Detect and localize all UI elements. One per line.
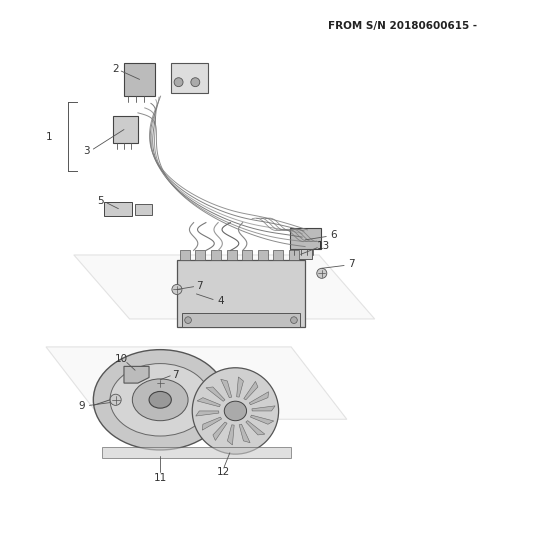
Text: 13: 13 (317, 241, 330, 251)
Ellipse shape (132, 379, 188, 421)
Polygon shape (213, 422, 227, 441)
Text: 9: 9 (79, 402, 86, 412)
Bar (290, 228, 321, 249)
Bar (105, 202, 132, 216)
Polygon shape (244, 381, 258, 400)
Text: 12: 12 (217, 467, 230, 477)
Circle shape (317, 268, 327, 278)
Circle shape (191, 78, 200, 87)
Bar (180, 250, 190, 260)
Circle shape (172, 284, 182, 295)
Polygon shape (46, 347, 347, 419)
Ellipse shape (224, 401, 246, 421)
Text: 2: 2 (113, 64, 119, 74)
Circle shape (110, 394, 121, 405)
Polygon shape (246, 421, 265, 435)
Text: 7: 7 (172, 370, 179, 380)
Polygon shape (74, 255, 375, 319)
Bar (195, 250, 206, 260)
Polygon shape (227, 425, 234, 445)
Bar (273, 250, 283, 260)
Bar (242, 250, 252, 260)
Bar (258, 250, 268, 260)
Text: 10: 10 (115, 354, 128, 364)
Text: 7: 7 (348, 259, 354, 269)
Polygon shape (221, 379, 232, 398)
Text: 7: 7 (196, 281, 203, 291)
Text: FROM S/N 20180600615 -: FROM S/N 20180600615 - (328, 21, 477, 31)
Polygon shape (206, 387, 225, 402)
Polygon shape (239, 424, 250, 443)
Bar (211, 250, 221, 260)
Ellipse shape (149, 391, 171, 408)
Polygon shape (124, 366, 149, 383)
Circle shape (155, 378, 165, 388)
Circle shape (291, 317, 297, 324)
Text: 6: 6 (330, 230, 337, 240)
Bar (226, 250, 236, 260)
Bar (171, 63, 208, 94)
Text: 4: 4 (217, 296, 223, 306)
Polygon shape (177, 260, 305, 328)
Polygon shape (252, 406, 275, 411)
Polygon shape (249, 392, 269, 405)
Ellipse shape (110, 363, 211, 436)
Polygon shape (197, 398, 221, 407)
Polygon shape (202, 417, 222, 430)
Bar (113, 115, 138, 143)
Bar (124, 63, 155, 96)
Polygon shape (237, 377, 244, 397)
Text: 5: 5 (97, 197, 104, 207)
Bar (135, 204, 152, 215)
Bar (289, 250, 299, 260)
Circle shape (185, 317, 192, 324)
Bar (183, 314, 300, 328)
Circle shape (174, 78, 183, 87)
Bar (290, 249, 312, 259)
Ellipse shape (192, 368, 279, 454)
Text: 3: 3 (83, 146, 90, 156)
Polygon shape (196, 411, 219, 416)
Text: 1: 1 (45, 132, 52, 142)
Ellipse shape (94, 349, 227, 450)
Polygon shape (250, 415, 274, 424)
Polygon shape (102, 447, 291, 458)
Text: 11: 11 (153, 473, 167, 483)
